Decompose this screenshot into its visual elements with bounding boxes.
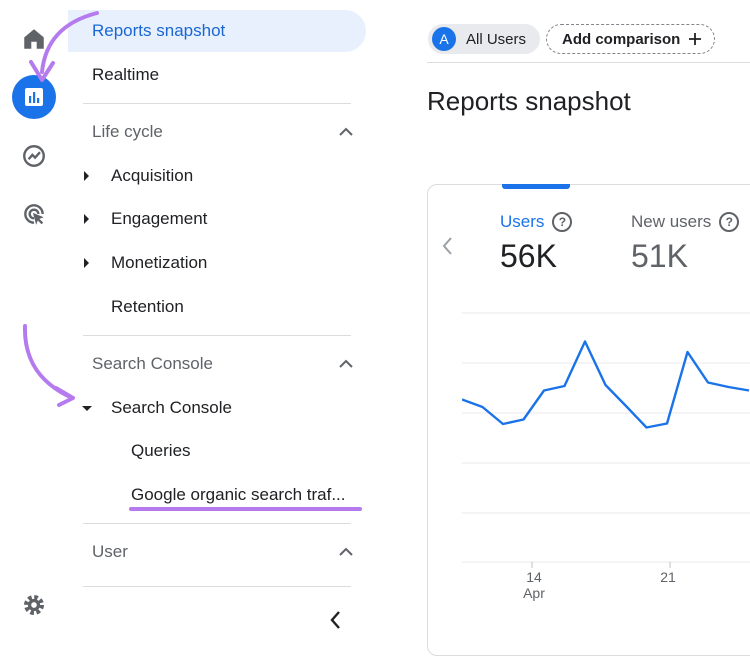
collapse-arrow-icon: [82, 406, 92, 411]
metric-value-new-users: 51K: [631, 238, 688, 274]
chevron-up-icon: [338, 124, 354, 145]
report-nav: Reports snapshot Realtime Life cycle Acq…: [68, 0, 384, 645]
icon-rail: [0, 0, 69, 645]
x-tick-label: 21: [660, 569, 676, 585]
page-title: Reports snapshot: [427, 86, 631, 116]
metric-tab-new-users[interactable]: New users ?: [631, 212, 740, 232]
section-header-life-cycle[interactable]: Life cycle: [92, 114, 354, 150]
divider: [83, 586, 351, 587]
advertising-icon[interactable]: [12, 192, 56, 236]
nav-item-realtime[interactable]: Realtime: [68, 55, 366, 95]
expand-arrow-icon: [84, 214, 89, 224]
section-title: Search Console: [92, 354, 213, 373]
metric-label: Users: [500, 212, 545, 231]
nav-item-monetization[interactable]: Monetization: [68, 243, 366, 283]
help-icon[interactable]: ?: [552, 212, 573, 232]
x-tick-label: 14 Apr: [523, 569, 545, 601]
settings-icon[interactable]: [12, 583, 56, 627]
metric-value-users: 56K: [500, 238, 557, 274]
divider: [83, 523, 351, 524]
nav-item-label: Realtime: [92, 65, 160, 84]
nav-item-label: Engagement: [111, 209, 208, 228]
expand-arrow-icon: [84, 258, 89, 268]
header-divider: [427, 62, 750, 63]
section-header-user[interactable]: User: [92, 534, 354, 570]
nav-item-google-organic-search-traffic[interactable]: Google organic search traf...: [68, 475, 366, 515]
chevron-up-icon: [338, 356, 354, 377]
users-line-chart: [462, 312, 750, 568]
nav-item-retention[interactable]: Retention: [68, 287, 366, 327]
expand-arrow-icon: [84, 171, 89, 181]
section-header-search-console[interactable]: Search Console: [92, 346, 354, 382]
explore-icon[interactable]: [12, 134, 56, 178]
nav-item-acquisition[interactable]: Acquisition: [68, 156, 366, 196]
main-content: A All Users Add comparison Reports snaps…: [384, 0, 750, 656]
nav-item-engagement[interactable]: Engagement: [68, 199, 366, 239]
chip-label: All Users: [466, 30, 527, 48]
help-icon[interactable]: ?: [719, 212, 740, 232]
metrics-card: [427, 184, 750, 656]
nav-item-label: Retention: [111, 297, 184, 316]
section-title: User: [92, 542, 128, 561]
plus-icon: [688, 32, 702, 46]
nav-item-search-console[interactable]: Search Console: [68, 388, 366, 428]
selected-tab-indicator: [502, 184, 570, 189]
collapse-chevron-icon[interactable]: [326, 609, 346, 631]
nav-item-reports-snapshot[interactable]: Reports snapshot: [68, 10, 366, 52]
nav-item-label: Queries: [131, 441, 191, 460]
nav-item-label: Reports snapshot: [92, 21, 226, 40]
metric-tab-users[interactable]: Users ?: [500, 212, 573, 232]
nav-item-label: Google organic search traf...: [131, 485, 346, 504]
nav-item-label: Acquisition: [111, 166, 194, 185]
add-comparison-button[interactable]: Add comparison: [546, 24, 716, 54]
metric-label: New users: [631, 212, 712, 231]
reports-icon[interactable]: [12, 75, 56, 119]
avatar: A: [432, 27, 456, 51]
divider: [83, 335, 351, 336]
series-line-users: [462, 340, 750, 429]
divider: [83, 103, 351, 104]
previous-chevron-icon[interactable]: [440, 236, 458, 258]
nav-item-label: Search Console: [111, 398, 232, 417]
comparison-chip-all-users[interactable]: A All Users: [428, 24, 541, 54]
home-icon[interactable]: [12, 17, 56, 61]
nav-item-queries[interactable]: Queries: [68, 431, 366, 471]
section-title: Life cycle: [92, 122, 163, 141]
chevron-up-icon: [338, 544, 354, 565]
nav-item-label: Monetization: [111, 253, 208, 272]
add-comparison-label: Add comparison: [562, 30, 681, 48]
